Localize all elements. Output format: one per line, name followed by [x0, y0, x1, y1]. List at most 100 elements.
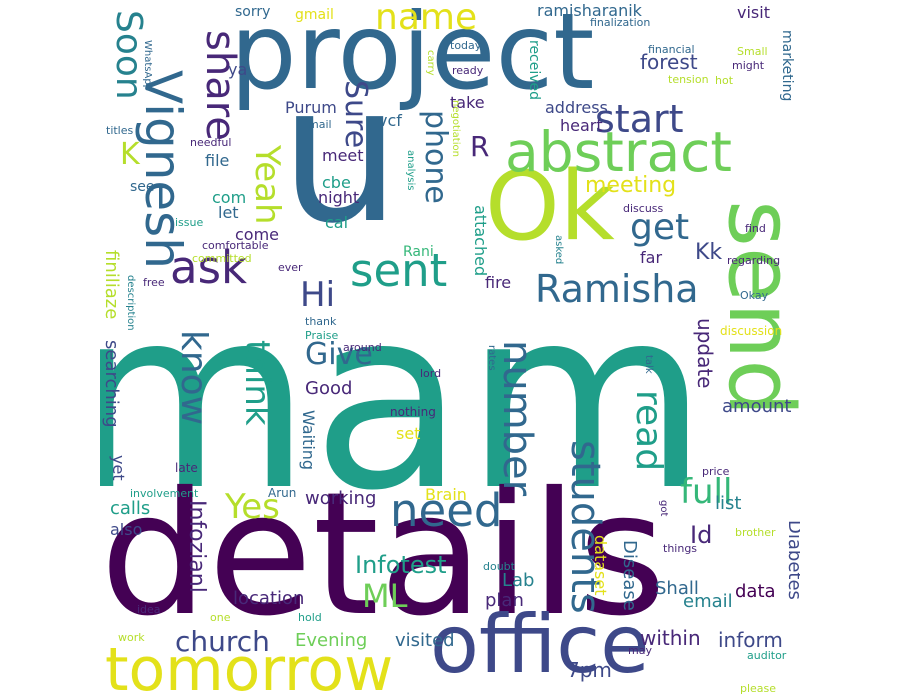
word: plan — [485, 590, 524, 611]
word: also — [110, 520, 143, 539]
word: Evening — [295, 630, 368, 651]
word: file — [205, 151, 230, 170]
word: 7pm — [567, 658, 612, 682]
word: Rani — [403, 244, 434, 260]
word: ramisharanik — [537, 1, 642, 20]
word: Yeah — [247, 145, 287, 225]
word: Waiting — [299, 410, 318, 471]
word: Disease — [619, 540, 640, 611]
word: Shall — [655, 578, 699, 599]
word: involvement — [130, 487, 199, 500]
word: things — [663, 542, 698, 555]
word: may — [628, 644, 652, 657]
word: office — [430, 598, 650, 691]
word: sent — [350, 244, 448, 297]
word: lord — [420, 367, 442, 380]
word: fire — [485, 273, 512, 292]
word: carry — [425, 50, 436, 76]
word: calls — [110, 498, 151, 519]
word: find — [745, 222, 766, 235]
word: send — [708, 200, 800, 417]
word: finalization — [590, 16, 651, 29]
word: committed — [192, 252, 252, 265]
word: tomorrow — [105, 635, 394, 700]
word: forest — [640, 50, 698, 74]
word: tension — [668, 73, 709, 86]
word: meeting — [585, 173, 677, 198]
word: thank — [305, 315, 337, 328]
word: list — [715, 493, 742, 514]
word: ya — [228, 60, 248, 79]
word: mail — [308, 118, 332, 131]
word: visited — [395, 630, 455, 651]
word: Infotest — [355, 551, 447, 579]
word: think — [237, 340, 277, 426]
word: financial — [648, 43, 695, 56]
word: regarding — [727, 254, 781, 267]
word: Purum — [285, 98, 337, 117]
word: amount — [722, 396, 792, 417]
word: marketing — [779, 30, 795, 102]
word: Yes — [225, 487, 280, 527]
word: u — [280, 44, 401, 265]
word: com — [212, 188, 247, 207]
word: Hi — [300, 275, 336, 315]
word: location — [233, 588, 305, 609]
word: negotiation — [450, 100, 461, 157]
word: phone — [418, 110, 453, 204]
word: hot — [715, 74, 734, 87]
word: today — [450, 39, 482, 52]
word: set — [396, 424, 421, 443]
word: church — [175, 625, 270, 658]
word: titles — [106, 124, 134, 137]
word: data — [735, 581, 776, 602]
word: Brain — [425, 485, 467, 504]
word: Kk — [695, 240, 723, 265]
word: price — [702, 465, 730, 478]
word: Soon — [108, 10, 149, 100]
word: working — [305, 488, 377, 509]
word: issue — [175, 216, 204, 229]
word: comfortable — [202, 239, 269, 252]
word: needful — [190, 136, 232, 149]
word: Infozianl — [184, 500, 209, 593]
word: Vignesh — [134, 70, 192, 269]
word: project — [230, 0, 595, 113]
word: get — [630, 207, 690, 248]
word: discussion — [720, 324, 783, 338]
word: cal — [325, 213, 349, 232]
word: know — [173, 330, 214, 426]
word: inform — [718, 628, 783, 652]
word: asked — [553, 235, 564, 265]
word: free — [143, 276, 165, 289]
word: Give — [305, 337, 373, 372]
word: received — [526, 40, 542, 101]
word: let — [218, 203, 239, 222]
word: please — [740, 682, 777, 695]
word: Id — [690, 521, 713, 549]
word: ready — [452, 64, 484, 77]
word: description — [125, 275, 136, 331]
word: Ramisha — [535, 267, 699, 311]
word: dataset — [591, 535, 610, 596]
word: ever — [278, 261, 303, 274]
word: work — [118, 631, 145, 644]
word: talk — [643, 355, 654, 374]
word-cloud: mam details u project Ok send office tom… — [100, 0, 800, 700]
word: finiliaze — [101, 250, 122, 320]
word: might — [732, 59, 765, 72]
word: doubt — [483, 560, 515, 573]
word: late — [175, 461, 198, 475]
word: around — [343, 341, 382, 354]
word: Diabetes — [784, 520, 800, 600]
word: within — [640, 626, 701, 650]
word: far — [640, 248, 663, 267]
word: meet — [322, 146, 364, 165]
word: Arun — [268, 486, 297, 500]
word: ML — [362, 577, 408, 615]
word: share — [197, 30, 243, 141]
word: rates — [486, 345, 497, 371]
word: attached — [471, 205, 490, 277]
word: Ok — [485, 152, 615, 262]
